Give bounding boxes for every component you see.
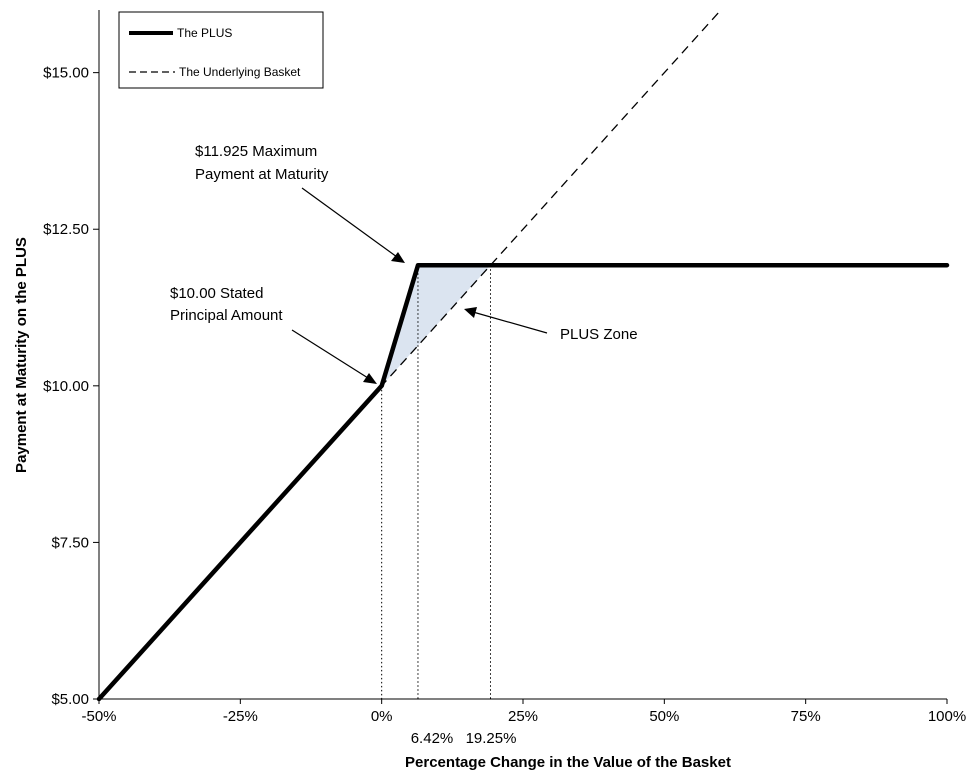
y-tick-label: $5.00 (51, 691, 89, 708)
x-tick-label: -50% (81, 708, 116, 725)
annotation-principal-line1: $10.00 Stated (170, 285, 263, 302)
series-line-plus (96, 262, 950, 702)
arrow-max-payment (301, 187, 398, 258)
legend-label-basket: The Underlying Basket (179, 65, 301, 79)
x-axis-title: Percentage Change in the Value of the Ba… (405, 754, 731, 771)
y-tick-label: $12.50 (43, 221, 89, 238)
legend-label-plus: The PLUS (177, 26, 232, 40)
y-axis-title: Payment at Maturity on the PLUS (13, 237, 30, 473)
x-label-19-25: 19.25% (466, 730, 517, 747)
annotation-principal-line2: Principal Amount (170, 307, 283, 324)
y-tick-label: $15.00 (43, 65, 89, 82)
annotation-max-payment-line1: $11.925 Maximum (195, 143, 317, 160)
y-axis-ticks: $5.00 $7.50 $10.00 $12.50 $15.00 (43, 65, 99, 708)
legend: The PLUS The Underlying Basket (118, 11, 324, 89)
y-tick-label: $10.00 (43, 378, 89, 395)
annotation-arrows (291, 187, 548, 384)
annotation-max-payment-line2: Payment at Maturity (195, 166, 329, 183)
x-tick-label: 75% (791, 708, 821, 725)
x-axis-ticks: -50% -25% 0% 25% 50% 75% 100% (81, 699, 966, 725)
x-label-6-42: 6.42% (411, 730, 454, 747)
x-tick-label: 0% (371, 708, 393, 725)
legend-box (118, 11, 324, 89)
x-tick-label: 25% (508, 708, 538, 725)
x-tick-label: 50% (649, 708, 679, 725)
arrowhead-max-payment (391, 252, 405, 263)
x-tick-label: 100% (928, 708, 966, 725)
y-tick-label: $7.50 (51, 534, 89, 551)
arrow-plus-zone (472, 311, 548, 334)
arrowhead-plus-zone (464, 307, 477, 318)
x-tick-label: -25% (223, 708, 258, 725)
arrow-principal (291, 329, 369, 379)
annotation-plus-zone: PLUS Zone (560, 326, 638, 343)
reference-lines (381, 265, 491, 699)
arrowhead-principal (363, 373, 377, 384)
